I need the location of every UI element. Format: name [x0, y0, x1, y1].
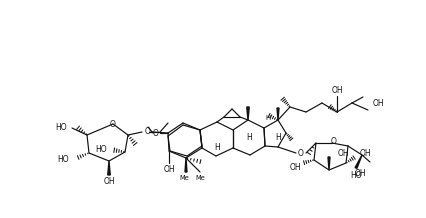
Text: HO: HO: [350, 170, 362, 179]
Polygon shape: [247, 107, 249, 120]
Text: O: O: [298, 148, 304, 157]
Polygon shape: [355, 155, 362, 169]
Text: OH: OH: [360, 148, 371, 157]
Polygon shape: [185, 158, 187, 172]
Text: H: H: [275, 133, 281, 143]
Text: Me: Me: [179, 175, 189, 181]
Text: OH: OH: [163, 165, 175, 174]
Text: O: O: [110, 119, 116, 128]
Text: OH: OH: [373, 99, 385, 107]
Text: O: O: [145, 128, 151, 136]
Text: OH: OH: [289, 164, 301, 172]
Polygon shape: [108, 161, 110, 175]
Text: HO: HO: [58, 155, 69, 165]
Text: O: O: [331, 138, 337, 146]
Text: Me: Me: [195, 175, 205, 181]
Text: OH: OH: [355, 170, 367, 179]
Text: H: H: [265, 115, 271, 121]
Text: H: H: [246, 133, 252, 143]
Text: H: H: [214, 143, 220, 153]
Text: OH: OH: [331, 85, 343, 94]
Text: OH: OH: [103, 177, 115, 186]
Polygon shape: [328, 157, 330, 170]
Polygon shape: [277, 108, 279, 120]
Text: HO: HO: [95, 145, 107, 155]
Text: HO: HO: [55, 124, 67, 133]
Text: O: O: [153, 128, 159, 138]
Text: OH: OH: [338, 148, 350, 157]
